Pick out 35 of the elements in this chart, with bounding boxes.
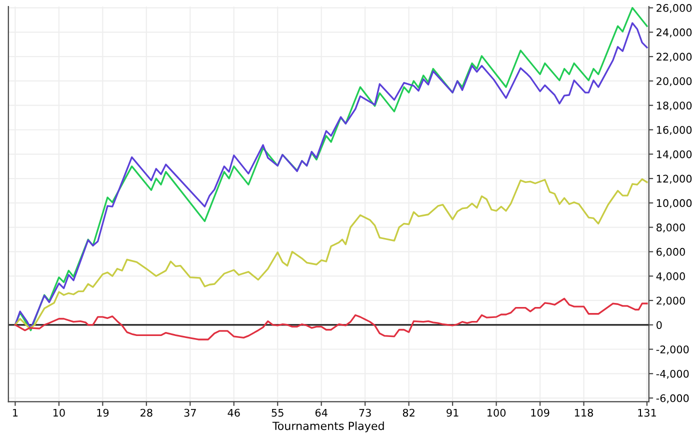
x-tick-label: 19: [97, 408, 109, 417]
y-tick-label: 4,000: [656, 272, 685, 282]
x-tick-label: 55: [272, 408, 284, 417]
x-tick-label: 131: [638, 408, 656, 417]
x-tick-label: 1: [13, 408, 18, 417]
y-tick-label: 22,000: [656, 52, 692, 62]
x-tick-label: 46: [228, 408, 240, 417]
y-tick-label: 0: [656, 321, 662, 329]
x-tick-label: 28: [140, 408, 152, 417]
y-tick-label: -4,000: [656, 370, 689, 379]
y-tick-label: 18,000: [656, 102, 692, 111]
y-tick-label: 14,000: [656, 150, 692, 160]
y-tick-label: 8,000: [656, 224, 685, 232]
x-tick-label: 91: [446, 408, 458, 417]
x-tick-label: 82: [402, 408, 414, 417]
x-tick-label: 73: [359, 408, 371, 417]
y-tick-label: -2,000: [656, 345, 689, 354]
x-tick-label: 109: [531, 408, 550, 417]
x-tick-label: 64: [315, 408, 328, 417]
line-series: [14, 298, 648, 340]
line-series: [14, 178, 648, 330]
y-tick-label: 16,000: [656, 126, 692, 135]
y-tick-label: -6,000: [656, 394, 689, 404]
y-tick-label: 24,000: [656, 28, 692, 38]
y-tick-label: 10,000: [656, 199, 692, 208]
y-tick-label: 20,000: [656, 77, 692, 86]
y-tick-label: 2,000: [656, 296, 685, 306]
x-tick-label: 37: [184, 408, 196, 417]
x-tick-label: 100: [488, 408, 506, 417]
y-tick-label: 26,000: [656, 4, 692, 13]
y-tick-label: 6,000: [656, 248, 685, 257]
x-axis-title: Tournaments Played: [272, 421, 384, 432]
x-tick-label: 118: [574, 408, 594, 417]
x-tick-label: 10: [53, 408, 65, 417]
y-tick-label: 12,000: [656, 174, 692, 184]
